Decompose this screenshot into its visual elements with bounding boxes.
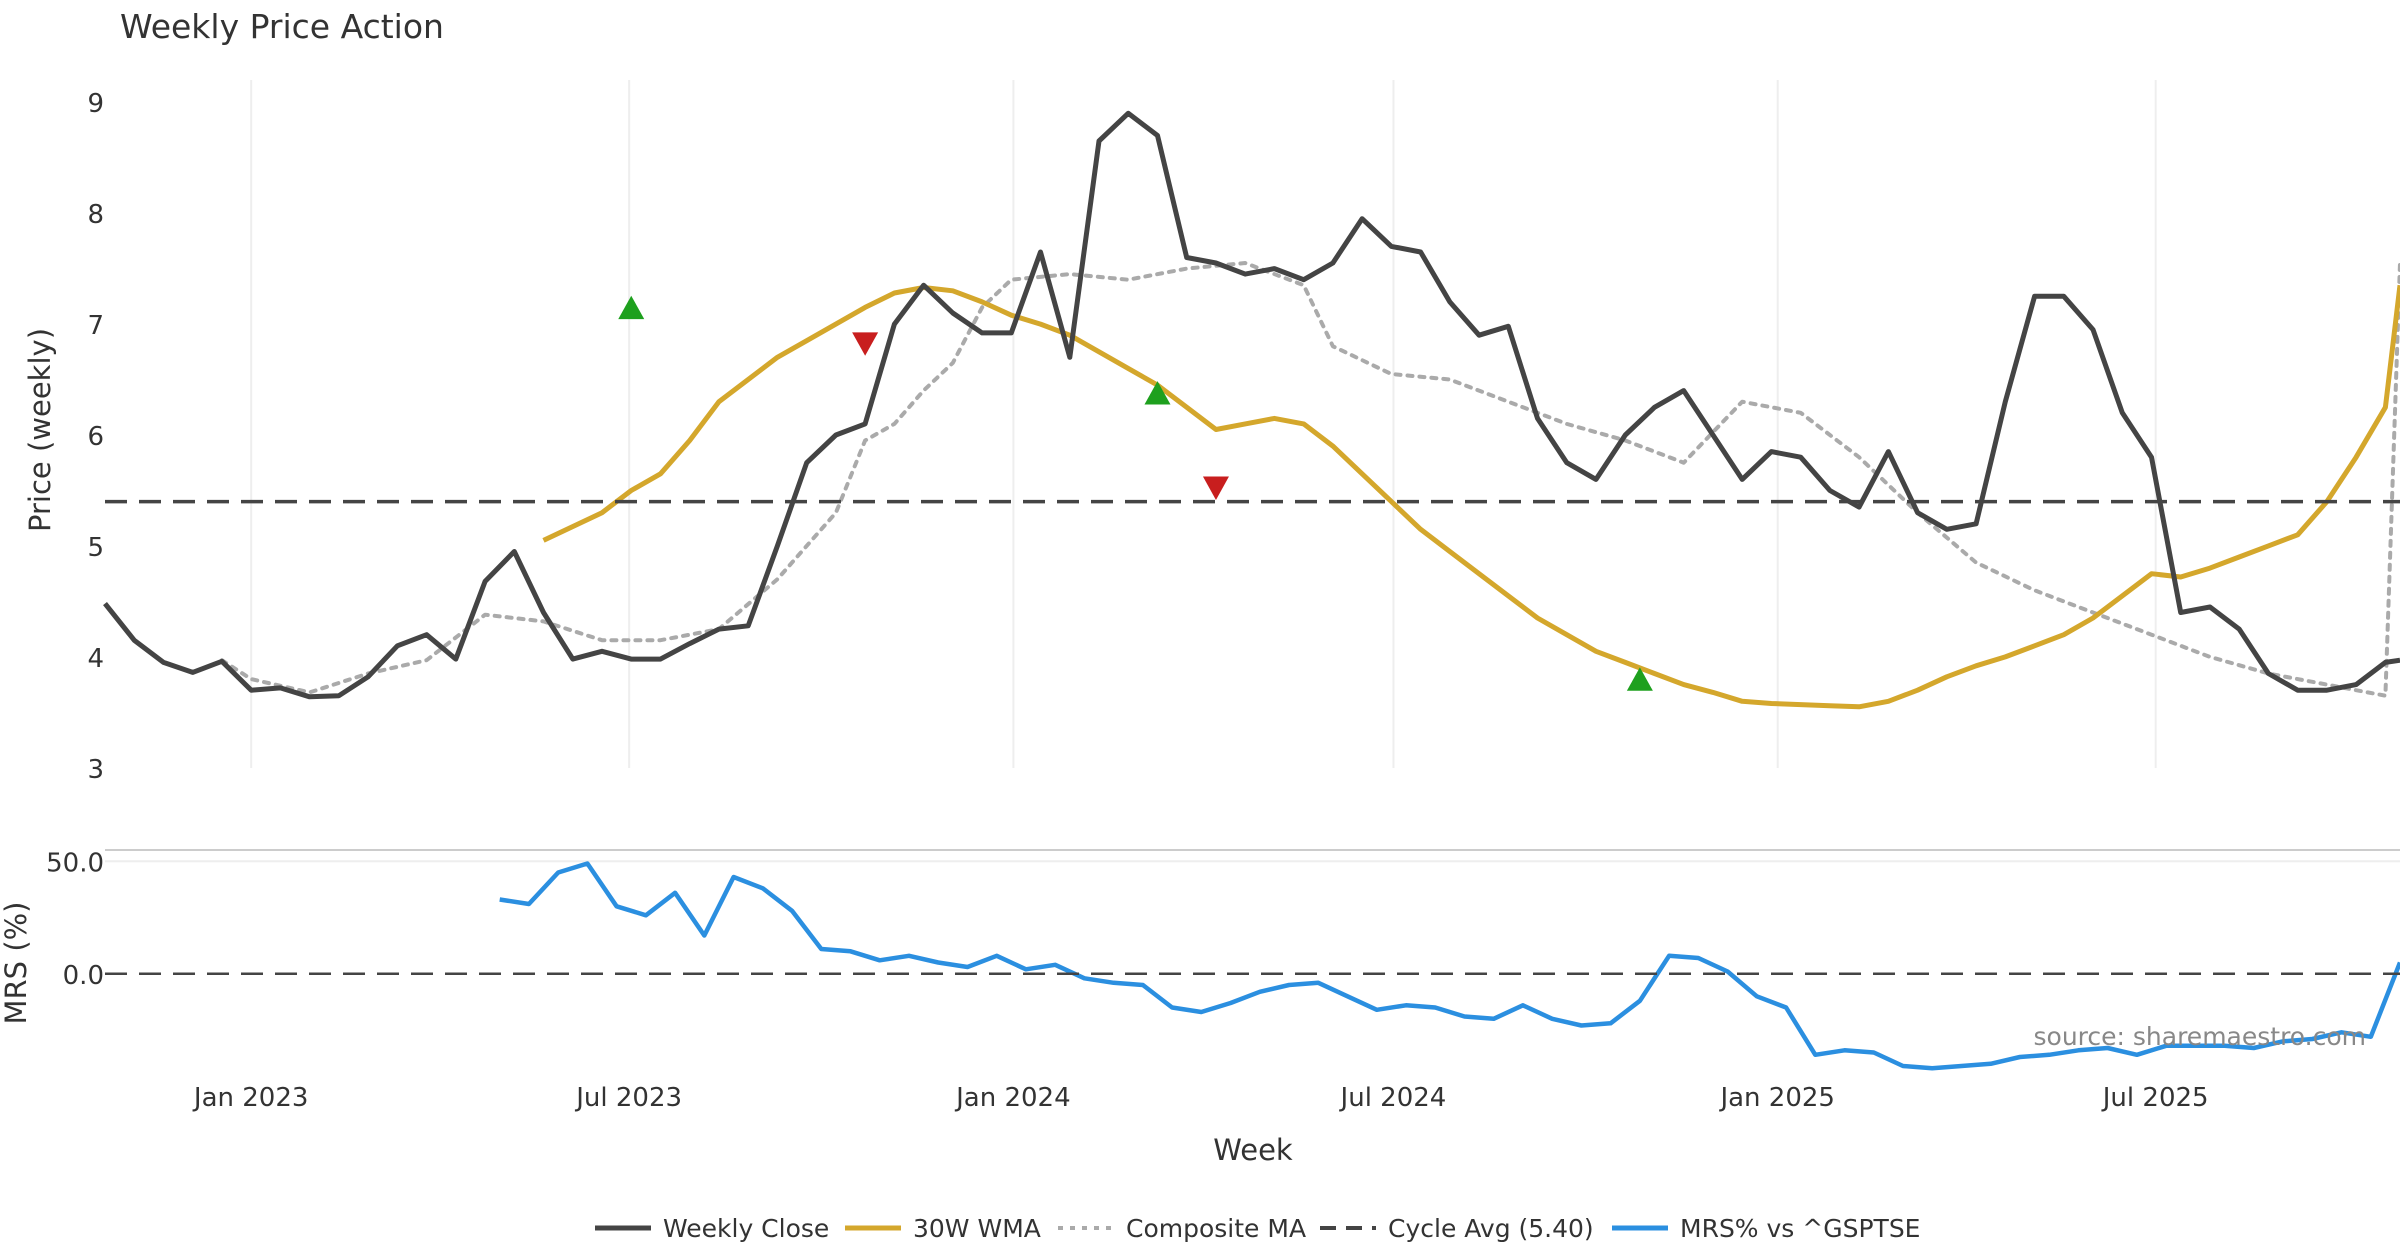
- mrs-series-group: [105, 861, 2400, 1071]
- price-y-tick-8: 8: [87, 200, 104, 230]
- mrs-y-axis: 0.0 50.0: [46, 848, 104, 991]
- x-tick-jan-2025: Jan 2025: [1718, 1083, 1835, 1113]
- mrs-y-tick-0: 0.0: [63, 961, 104, 991]
- x-tick-jul-2024: Jul 2024: [1339, 1083, 1447, 1113]
- price-y-axis: 3 4 5 6 7 8 9: [87, 89, 104, 785]
- x-tick-jul-2023: Jul 2023: [574, 1083, 682, 1113]
- x-tick-jan-2023: Jan 2023: [192, 1083, 309, 1113]
- sell-signal-marker-1: [852, 332, 879, 356]
- price-series-group: [103, 110, 2400, 710]
- signal-markers: [618, 295, 1653, 691]
- x-axis-label: Week: [1213, 1133, 1293, 1167]
- chart-title: Weekly Price Action: [120, 7, 444, 46]
- source-note: source: sharemaestro.com: [2034, 1022, 2367, 1051]
- series-weekly-close: [103, 110, 2400, 700]
- price-y-tick-9: 9: [87, 89, 104, 119]
- legend-label-30w-wma: 30W WMA: [913, 1214, 1041, 1243]
- buy-signal-marker-4: [1626, 667, 1653, 691]
- buy-signal-marker-0: [618, 295, 645, 320]
- price-y-tick-4: 4: [87, 644, 104, 674]
- x-axis: Jan 2023 Jul 2023 Jan 2024 Jul 2024 Jan 2025…: [192, 1083, 2209, 1113]
- price-y-tick-6: 6: [87, 422, 104, 452]
- price-y-tick-7: 7: [87, 311, 104, 341]
- mrs-y-axis-label: MRS (%): [0, 902, 33, 1025]
- x-tick-jan-2024: Jan 2024: [954, 1083, 1071, 1113]
- price-y-tick-3: 3: [87, 755, 104, 785]
- price-y-axis-label: Price (weekly): [23, 328, 57, 532]
- sell-signal-marker-3: [1202, 476, 1229, 500]
- mrs-y-tick-1: 50.0: [46, 848, 104, 878]
- price-y-tick-5: 5: [87, 533, 104, 563]
- legend-label-cycle-avg-5-40: Cycle Avg (5.40): [1388, 1214, 1594, 1243]
- legend-label-weekly-close: Weekly Close: [663, 1214, 829, 1243]
- x-tick-jul-2025: Jul 2025: [2101, 1083, 2209, 1113]
- price-gridlines: [250, 80, 2157, 768]
- series-mrs-vs-gsptse: [499, 861, 2400, 1071]
- buy-signal-marker-2: [1144, 381, 1171, 405]
- legend-label-mrs-vs-gsptse: MRS% vs ^GSPTSE: [1680, 1214, 1920, 1243]
- legend: Weekly Close 30W WMA Composite MA Cycle Avg…: [595, 1214, 1920, 1243]
- legend-label-composite-ma: Composite MA: [1126, 1214, 1306, 1243]
- series-composite-ma: [219, 261, 2400, 698]
- series-30w-wma: [542, 284, 2400, 710]
